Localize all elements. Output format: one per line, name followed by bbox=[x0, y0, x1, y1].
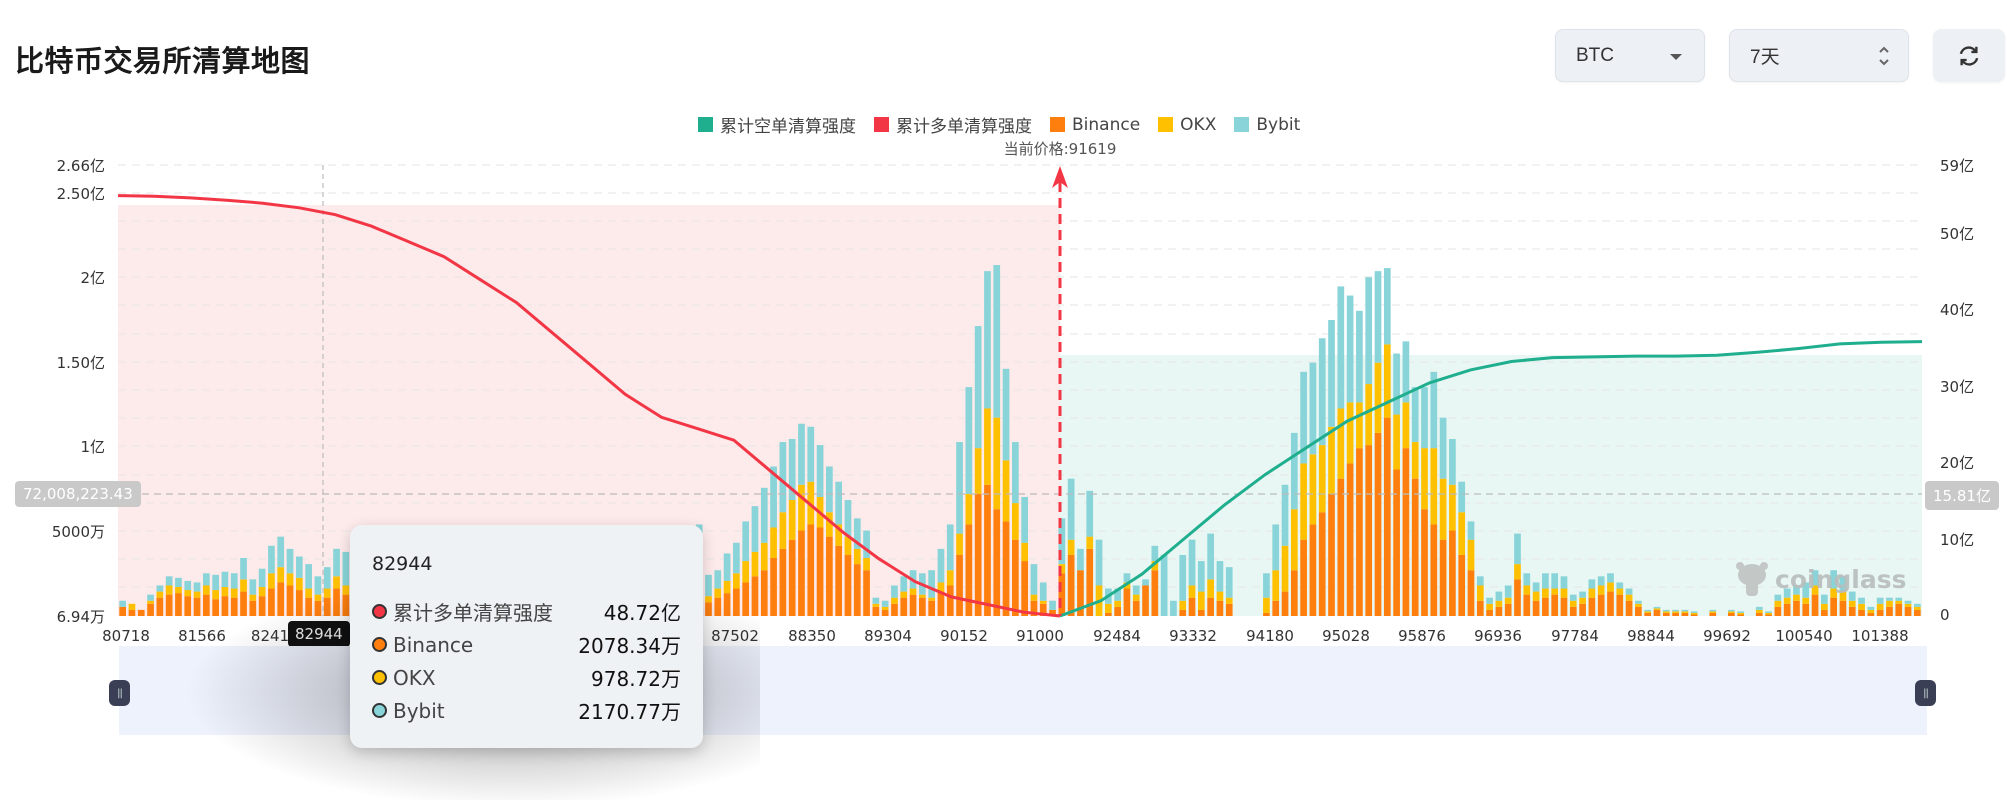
tooltip-title: 82944 bbox=[372, 553, 433, 575]
watermark-text: coinglass bbox=[1775, 564, 1907, 594]
y-axis-left-tick: 6.94万 bbox=[56, 608, 105, 626]
tooltip-row-long: 累计多单清算强度 48.72亿 bbox=[372, 595, 681, 628]
x-axis-tick: 90152 bbox=[940, 627, 988, 645]
x-axis-tick: 92484 bbox=[1093, 627, 1141, 645]
symbol-select[interactable]: BTC bbox=[1555, 29, 1705, 82]
x-axis-tick: 81566 bbox=[178, 627, 226, 645]
symbol-select-value: BTC bbox=[1576, 44, 1614, 66]
crosshair-x-value: 82944 bbox=[288, 621, 350, 647]
refresh-icon bbox=[1959, 45, 1979, 66]
x-axis-tick: 87502 bbox=[711, 627, 759, 645]
tooltip-series-value: 48.72亿 bbox=[603, 601, 681, 625]
legend-label: OKX bbox=[1180, 114, 1217, 135]
x-axis-tick: 89304 bbox=[864, 627, 912, 645]
coinglass-watermark: coinglass bbox=[1735, 560, 1906, 598]
y-axis-left-tick: 5000万 bbox=[51, 523, 105, 541]
legend-item-short[interactable]: 累计空单清算强度 bbox=[698, 112, 856, 137]
tooltip-row-bybit: Bybit 2170.77万 bbox=[372, 694, 681, 727]
y-axis-right-tick: 20亿 bbox=[1940, 454, 1975, 472]
x-axis-tick: 94180 bbox=[1246, 627, 1294, 645]
dot-icon bbox=[372, 637, 387, 652]
chevron-updown-icon bbox=[1879, 46, 1889, 66]
legend-label: Binance bbox=[1072, 114, 1141, 135]
legend-label: Bybit bbox=[1256, 114, 1301, 135]
tooltip-series-name: Binance bbox=[393, 632, 474, 657]
legend-swatch bbox=[1050, 117, 1065, 132]
x-axis-tick: 8241 bbox=[250, 627, 290, 645]
x-axis-tick: 100540 bbox=[1775, 627, 1833, 645]
legend-swatch bbox=[698, 117, 713, 132]
chart-legend: 累计空单清算强度 累计多单清算强度 Binance OKX Bybit bbox=[698, 112, 1300, 137]
legend-item-long[interactable]: 累计多单清算强度 bbox=[874, 112, 1032, 137]
y-axis-left-tick: 2亿 bbox=[80, 269, 105, 287]
legend-swatch bbox=[874, 117, 889, 132]
x-axis-tick: 101388 bbox=[1851, 627, 1909, 645]
x-axis-tick: 91000 bbox=[1016, 627, 1064, 645]
refresh-button[interactable] bbox=[1933, 29, 2005, 82]
y-axis-left-tick: 1亿 bbox=[80, 438, 105, 456]
y-axis-left-tick: 2.50亿 bbox=[56, 185, 105, 203]
chart-tooltip: 82944 累计多单清算强度 48.72亿 Binance 2078.34万 OKX… bbox=[350, 525, 703, 748]
dot-icon bbox=[372, 604, 387, 619]
range-select[interactable]: 7天 bbox=[1729, 29, 1909, 82]
legend-swatch bbox=[1158, 117, 1174, 132]
legend-item-okx[interactable]: OKX bbox=[1158, 115, 1216, 135]
tooltip-series-value: 2078.34万 bbox=[578, 634, 681, 658]
range-select-value: 7天 bbox=[1750, 47, 1780, 68]
x-axis-tick: 80718 bbox=[102, 627, 150, 645]
crosshair-left-value: 72,008,223.43 bbox=[15, 481, 141, 507]
x-axis-tick: 93332 bbox=[1169, 627, 1217, 645]
x-axis-tick: 95876 bbox=[1398, 627, 1446, 645]
x-axis-tick: 88350 bbox=[788, 627, 836, 645]
caret-down-icon bbox=[1670, 54, 1682, 60]
tooltip-row-binance: Binance 2078.34万 bbox=[372, 628, 681, 661]
y-axis-left-tick: 1.50亿 bbox=[56, 354, 105, 372]
coinglass-logo-icon bbox=[1736, 562, 1768, 596]
current-price-label: 当前价格:91619 bbox=[1003, 140, 1117, 158]
y-axis-right-tick: 30亿 bbox=[1940, 378, 1975, 396]
y-axis-right-tick: 50亿 bbox=[1940, 225, 1975, 243]
tooltip-series-value: 2170.77万 bbox=[578, 700, 681, 724]
slider-handle-left[interactable]: || bbox=[109, 680, 130, 706]
x-axis-tick: 98844 bbox=[1627, 627, 1675, 645]
legend-item-bybit[interactable]: Bybit bbox=[1234, 115, 1300, 135]
legend-label: 累计多单清算强度 bbox=[896, 117, 1032, 137]
x-axis-tick: 97784 bbox=[1551, 627, 1599, 645]
dot-icon bbox=[372, 703, 387, 718]
slider-handle-right[interactable]: || bbox=[1915, 680, 1936, 706]
legend-label: 累计空单清算强度 bbox=[720, 117, 856, 137]
page-title: 比特币交易所清算地图 bbox=[15, 44, 311, 78]
x-axis-tick: 95028 bbox=[1322, 627, 1370, 645]
tooltip-series-value: 978.72万 bbox=[591, 667, 681, 691]
crosshair-right-value: 15.81亿 bbox=[1925, 481, 1999, 510]
dot-icon bbox=[372, 670, 387, 685]
legend-swatch bbox=[1234, 117, 1250, 132]
tooltip-series-name: 累计多单清算强度 bbox=[393, 601, 553, 625]
y-axis-left-tick: 2.66亿 bbox=[56, 157, 105, 175]
y-axis-right-tick: 10亿 bbox=[1940, 531, 1975, 549]
tooltip-series-name: OKX bbox=[393, 665, 436, 690]
x-axis-tick: 96936 bbox=[1474, 627, 1522, 645]
x-axis-tick: 99692 bbox=[1703, 627, 1751, 645]
tooltip-series-name: Bybit bbox=[393, 698, 445, 723]
tooltip-row-okx: OKX 978.72万 bbox=[372, 661, 681, 694]
y-axis-right-tick: 59亿 bbox=[1940, 157, 1975, 175]
y-axis-right-tick: 0 bbox=[1940, 606, 1950, 624]
y-axis-right-tick: 40亿 bbox=[1940, 301, 1975, 319]
legend-item-binance[interactable]: Binance bbox=[1050, 115, 1140, 135]
